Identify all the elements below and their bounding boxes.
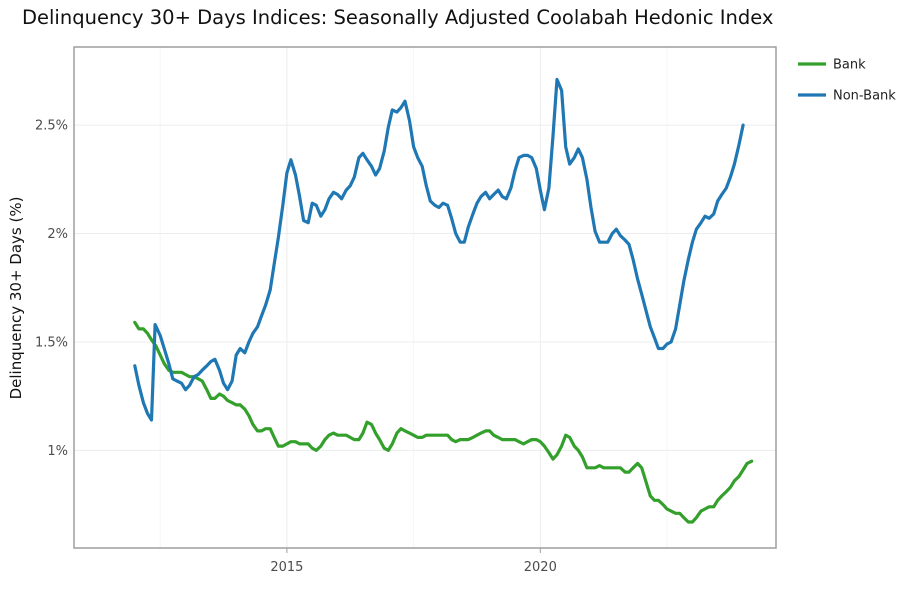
legend-item-non-bank[interactable]: Non-Bank [798, 89, 896, 104]
x-axis: 2015 2020 [270, 548, 557, 575]
legend-label-non-bank: Non-Bank [833, 89, 896, 104]
series-line-bank[interactable] [133, 320, 754, 524]
y-tick-label: 2.5% [35, 119, 68, 134]
series-layer [133, 77, 754, 524]
grid [74, 47, 776, 548]
y-axis: 1% 1.5% 2% 2.5% [35, 119, 68, 459]
y-axis-title: Delinquency 30+ Days (%) [7, 197, 25, 400]
legend: Bank Non-Bank [798, 58, 896, 104]
plot-area [74, 47, 776, 548]
legend-item-bank[interactable]: Bank [798, 58, 866, 73]
x-tick-label: 2020 [524, 560, 557, 575]
plot-frame [73, 46, 777, 549]
y-tick-label: 2% [47, 227, 68, 242]
y-tick-label: 1.5% [35, 335, 68, 350]
series-line-non-bank[interactable] [133, 77, 745, 422]
legend-label-bank: Bank [833, 58, 866, 73]
chart-title: Delinquency 30+ Days Indices: Seasonally… [22, 6, 774, 29]
x-tick-label: 2015 [270, 560, 303, 575]
y-tick-label: 1% [47, 444, 68, 459]
